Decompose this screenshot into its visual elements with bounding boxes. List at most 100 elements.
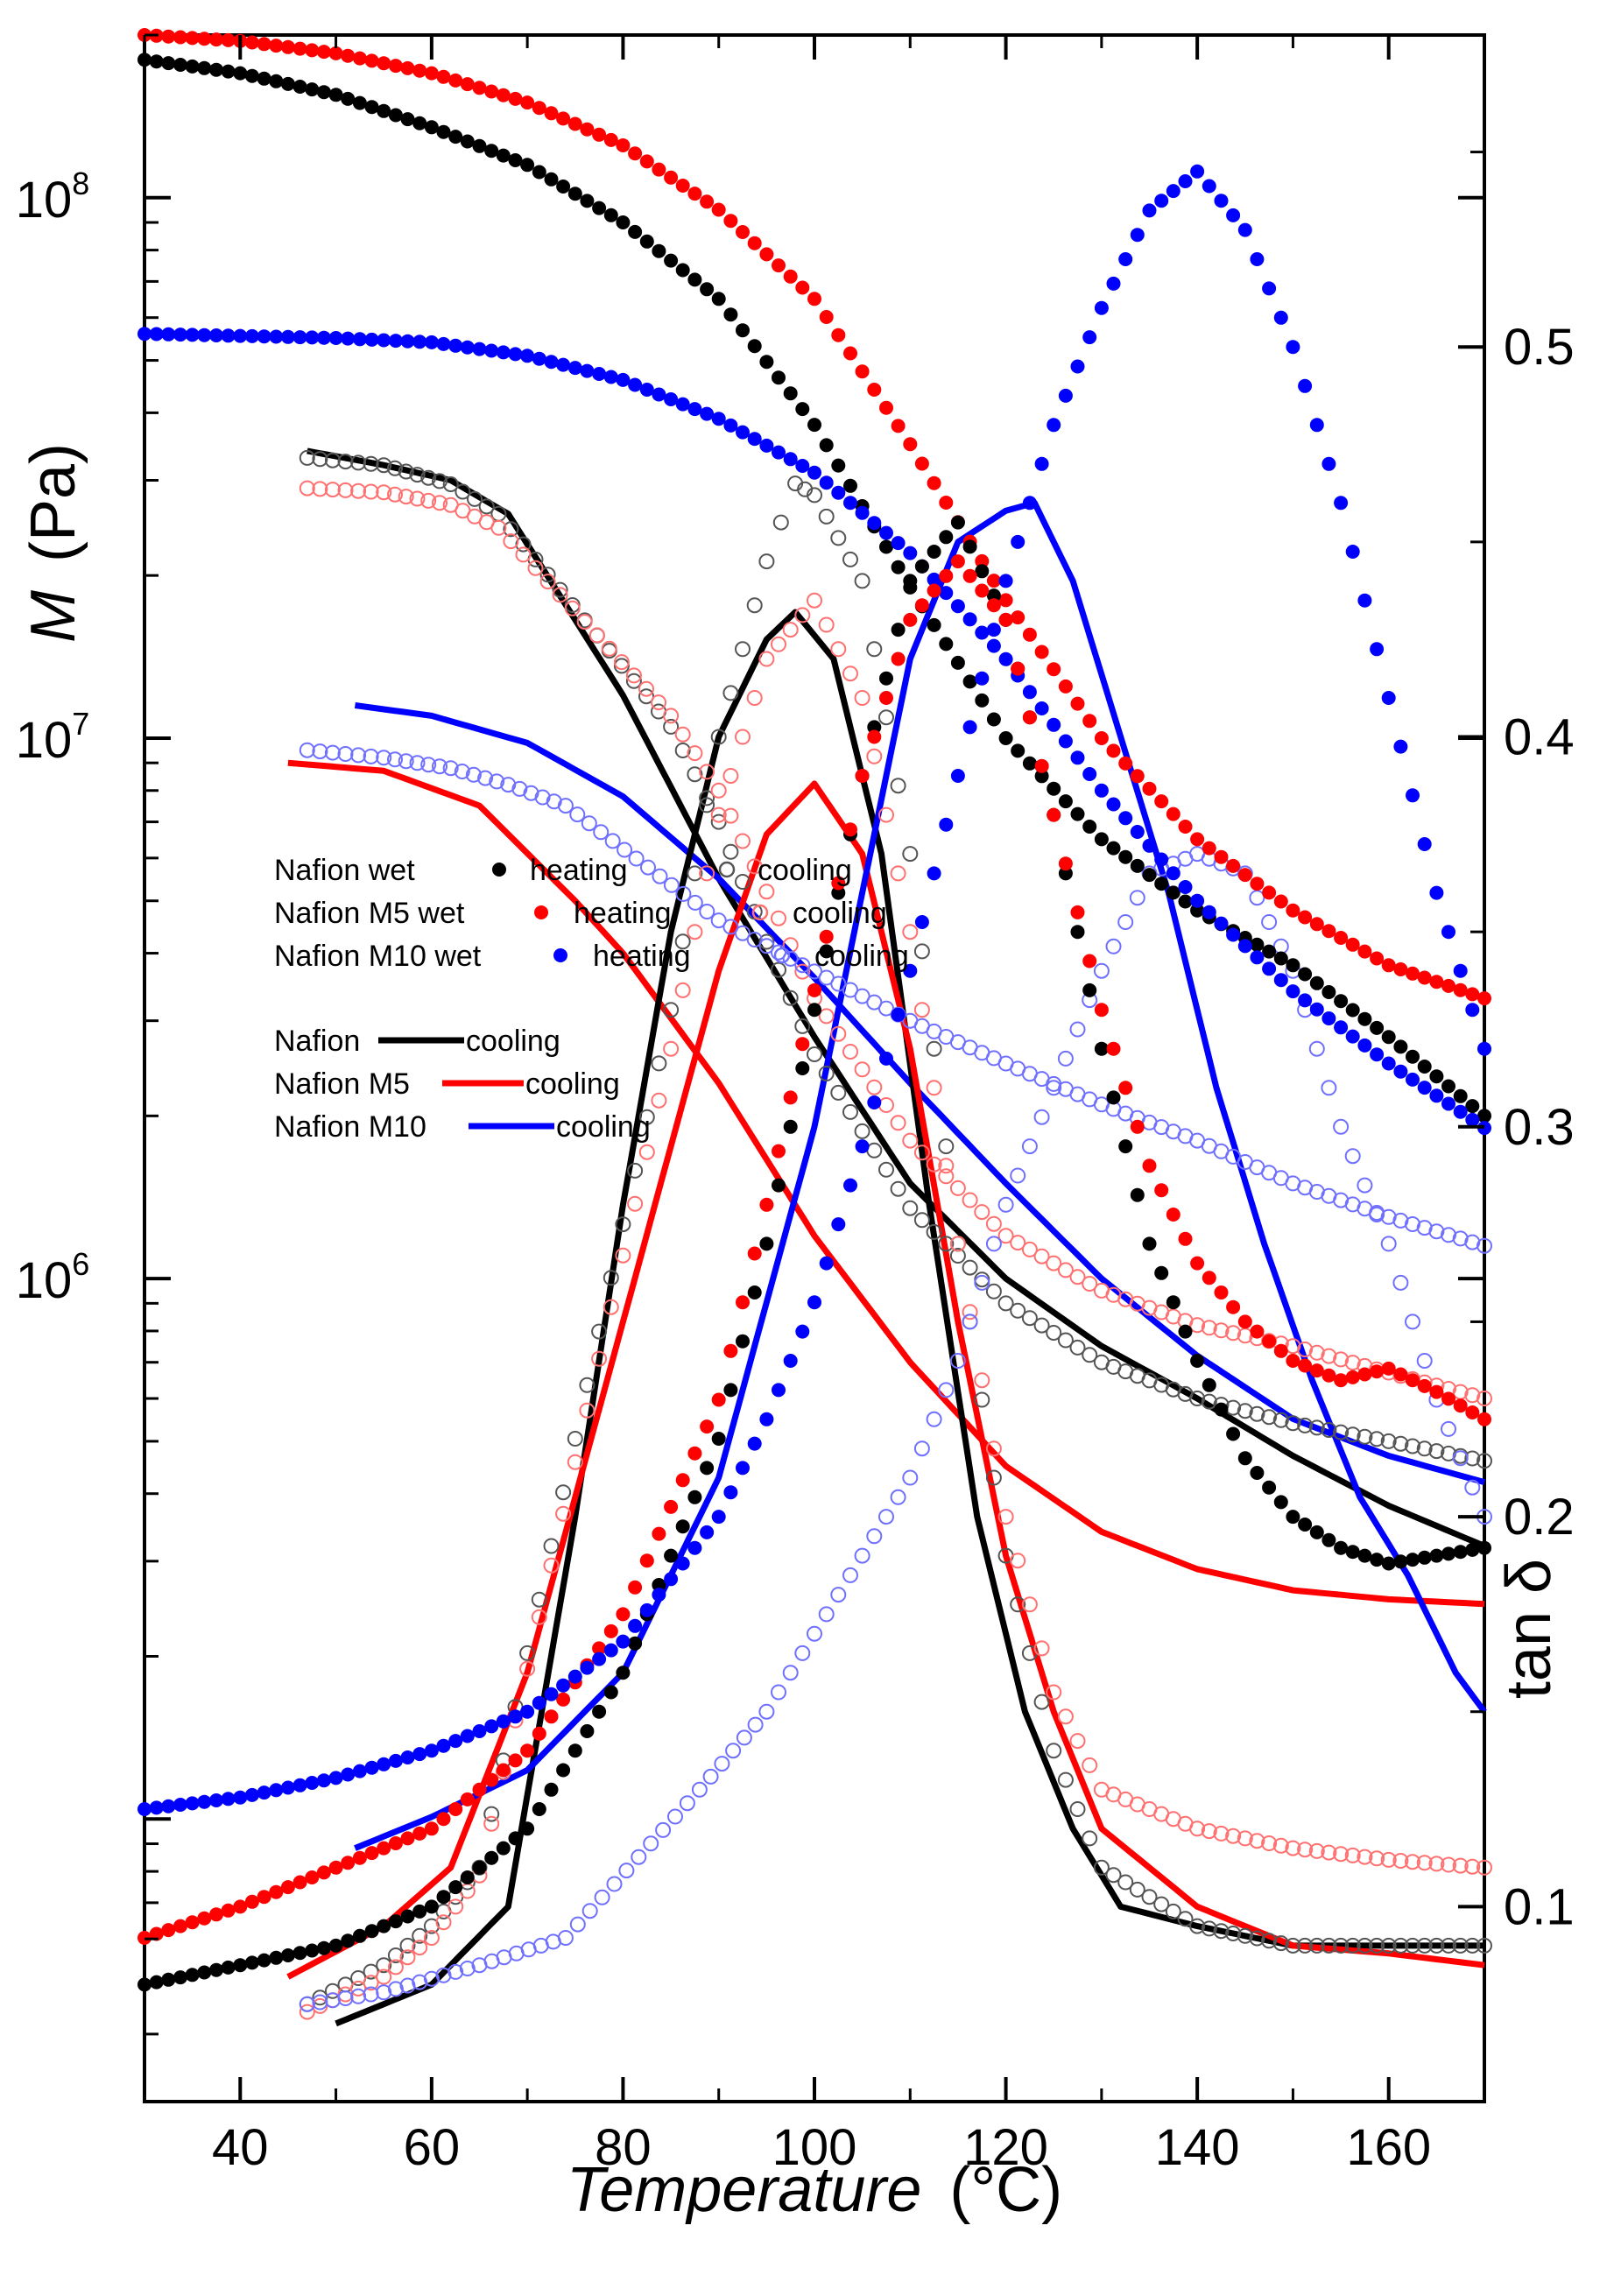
data-point <box>867 383 882 397</box>
data-point <box>556 357 571 372</box>
data-point <box>1142 1236 1157 1251</box>
data-point <box>292 41 307 56</box>
data-point <box>819 944 834 959</box>
data-point <box>603 370 618 384</box>
data-point <box>617 842 633 858</box>
data-point <box>1262 961 1277 976</box>
data-point <box>914 915 929 929</box>
data-point <box>1465 987 1480 1002</box>
data-point <box>675 179 690 193</box>
data-point <box>1416 1353 1433 1369</box>
data-point <box>1261 1933 1278 1949</box>
data-point <box>1011 661 1025 676</box>
x-tick-label: 160 <box>1346 2119 1431 2176</box>
data-point <box>735 874 751 890</box>
data-point <box>556 180 571 194</box>
data-point <box>638 680 654 697</box>
data-point <box>1286 340 1300 355</box>
data-point <box>842 1044 858 1060</box>
data-point <box>843 478 857 493</box>
data-point <box>221 1792 236 1807</box>
data-point <box>1033 1694 1050 1710</box>
data-point <box>1417 970 1432 985</box>
data-point <box>842 666 858 682</box>
data-point <box>1308 1937 1325 1954</box>
data-point <box>927 583 941 598</box>
data-point <box>1477 991 1491 1006</box>
data-point <box>412 1826 427 1841</box>
data-point <box>962 720 977 735</box>
data-point <box>1057 1708 1074 1725</box>
data-point <box>1237 1830 1253 1847</box>
data-point <box>830 1084 847 1101</box>
data-point <box>341 91 356 106</box>
data-point <box>519 1645 536 1661</box>
data-point <box>891 651 906 666</box>
x-tick-label: 100 <box>772 2119 857 2176</box>
data-point <box>324 482 341 498</box>
data-point <box>173 1919 187 1933</box>
data-point <box>711 1510 726 1525</box>
data-point <box>556 1763 571 1778</box>
data-point <box>782 1665 799 1681</box>
data-point <box>700 282 715 297</box>
data-point <box>398 753 414 770</box>
data-point <box>1010 1553 1026 1569</box>
data-point <box>269 74 284 88</box>
data-point <box>1416 1855 1433 1871</box>
data-point <box>555 1484 572 1501</box>
data-point <box>1333 1351 1350 1368</box>
data-point <box>197 1794 212 1809</box>
data-point <box>484 1772 499 1787</box>
data-point <box>1106 743 1121 758</box>
data-point <box>1406 1049 1420 1064</box>
data-point <box>244 328 259 343</box>
data-point <box>603 1270 619 1286</box>
data-point <box>1406 788 1420 803</box>
data-point <box>1321 456 1336 471</box>
data-point <box>1058 388 1073 403</box>
data-point <box>137 1977 152 1992</box>
y-right-tick-label: 0.2 <box>1504 1489 1575 1546</box>
data-point <box>388 108 403 123</box>
data-point <box>1166 1295 1181 1310</box>
data-point <box>460 134 475 149</box>
data-point <box>1309 917 1324 932</box>
data-point <box>1190 1354 1205 1368</box>
data-point <box>567 1431 583 1447</box>
data-point <box>926 1156 942 1173</box>
data-point <box>736 1461 750 1475</box>
data-point <box>305 1870 320 1884</box>
data-point <box>975 671 990 686</box>
data-point <box>1106 1090 1121 1105</box>
data-point <box>1345 1370 1360 1384</box>
data-point <box>233 1790 248 1805</box>
data-point <box>423 1970 440 1987</box>
data-point <box>639 234 654 249</box>
data-point <box>1010 1302 1026 1319</box>
data-point <box>1321 924 1336 939</box>
data-point <box>794 1645 811 1661</box>
data-point <box>197 327 212 342</box>
data-point <box>758 651 775 667</box>
data-point <box>185 1915 200 1930</box>
data-point <box>412 1904 427 1919</box>
data-point <box>687 272 702 287</box>
data-point <box>710 782 727 799</box>
data-point <box>1477 1041 1491 1056</box>
data-point <box>723 214 738 229</box>
legend-heating-label: heating <box>593 940 691 973</box>
data-point <box>1214 194 1229 208</box>
data-point <box>1094 783 1109 798</box>
data-point <box>472 1782 487 1797</box>
data-point <box>580 1660 595 1675</box>
data-point <box>532 351 546 366</box>
data-point <box>1213 1923 1230 1940</box>
data-point <box>1286 1354 1300 1368</box>
data-point <box>1428 1856 1445 1872</box>
data-point <box>1118 1081 1133 1095</box>
data-point <box>1226 1426 1241 1441</box>
data-point <box>489 773 505 790</box>
data-point <box>1082 767 1097 781</box>
data-point <box>736 1729 752 1746</box>
